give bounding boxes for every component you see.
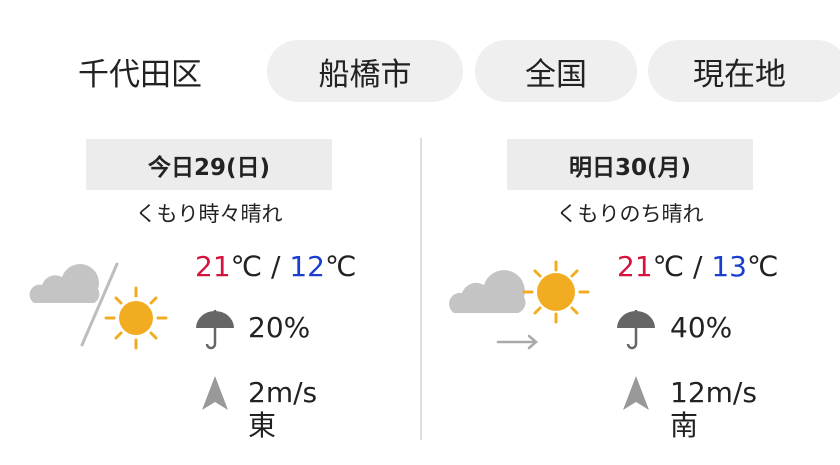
unit: ℃ — [230, 250, 263, 283]
condition-today: くもり時々晴れ — [135, 202, 283, 226]
separator: / — [262, 250, 290, 283]
temperature-tomorrow: 21℃ / 13℃ — [617, 250, 778, 283]
high-temp: 21 — [617, 250, 653, 283]
precip-tomorrow: 40% — [670, 311, 733, 344]
unit: ℃ — [652, 250, 685, 283]
low-temp: 13 — [711, 250, 747, 283]
umbrella-icon — [617, 310, 655, 350]
day-header-today: 今日29(日) — [86, 139, 332, 190]
tab-chiyoda[interactable]: 千代田区 — [50, 40, 230, 102]
tab-label: 全国 — [525, 56, 587, 93]
temperature-today: 21℃ / 12℃ — [195, 250, 356, 283]
wind-dir-today: 東 — [248, 409, 277, 442]
high-temp: 21 — [195, 250, 231, 283]
condition-tomorrow: くもりのち晴れ — [556, 202, 704, 226]
low-temp: 12 — [289, 250, 325, 283]
tab-nationwide[interactable]: 全国 — [475, 40, 637, 102]
unit: ℃ — [324, 250, 357, 283]
cloud-sometimes-sun-icon — [29, 262, 168, 350]
tab-funabashi[interactable]: 船橋市 — [267, 40, 463, 102]
tab-current-location[interactable]: 現在地 — [648, 40, 840, 102]
wind-direction-icon — [623, 376, 649, 410]
unit: ℃ — [746, 250, 779, 283]
wind-speed-today: 2m/s — [248, 376, 318, 409]
tab-label: 現在地 — [693, 56, 786, 93]
umbrella-icon — [196, 310, 234, 350]
wind-dir-tomorrow: 南 — [670, 409, 699, 442]
tab-label: 船橋市 — [318, 56, 412, 93]
divider — [420, 138, 422, 440]
tab-label: 千代田区 — [78, 56, 202, 93]
precip-today: 20% — [248, 311, 311, 344]
wind-speed-tomorrow: 12m/s — [670, 376, 757, 409]
cloud-then-sun-icon — [449, 260, 590, 350]
day-header-tomorrow: 明日30(月) — [507, 139, 753, 190]
separator: / — [684, 250, 712, 283]
wind-direction-icon — [202, 376, 228, 410]
